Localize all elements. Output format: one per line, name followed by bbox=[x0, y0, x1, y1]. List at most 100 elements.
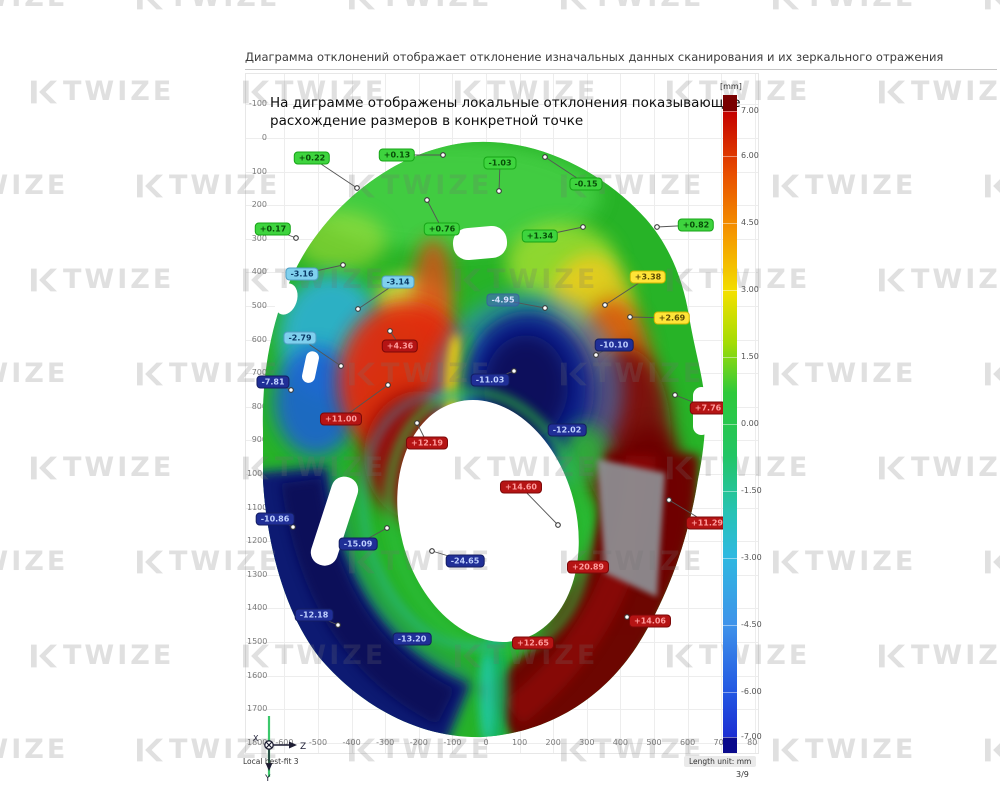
deviation-label: -15.09 bbox=[338, 537, 378, 551]
gridline-h bbox=[246, 138, 758, 139]
bottom-ruler-tick: 400 bbox=[612, 738, 629, 747]
bottom-ruler-tick: 700 bbox=[713, 738, 729, 747]
colorbar-tick-label: -4.50 bbox=[741, 620, 762, 630]
left-ruler-tick: 300 bbox=[251, 233, 267, 243]
twize-watermark: TWIZE bbox=[985, 546, 1000, 577]
twize-watermark: TWIZE bbox=[0, 170, 69, 201]
bottom-ruler-tick: 500 bbox=[646, 738, 662, 747]
colorbar-tick-label: -1.50 bbox=[741, 486, 762, 496]
twize-watermark: TWIZE bbox=[773, 546, 916, 577]
colorbar-tick-label: 0.00 bbox=[741, 419, 759, 428]
page-number: 3/9 bbox=[736, 770, 749, 779]
deviation-label: +0.82 bbox=[677, 218, 715, 232]
left-ruler-tick: 1400 bbox=[247, 603, 268, 613]
deviation-label: -13.20 bbox=[392, 632, 432, 646]
colorbar-tick-mark bbox=[723, 491, 737, 493]
colorbar-undermin-cap bbox=[723, 737, 737, 753]
deviation-label: -10.86 bbox=[255, 512, 295, 526]
twize-watermark: TWIZE bbox=[0, 546, 69, 577]
seat-center-hole bbox=[397, 400, 579, 642]
deviation-label: -24.65 bbox=[445, 554, 485, 568]
bottom-ruler-tick: 0 bbox=[483, 738, 489, 747]
twize-watermark: TWIZE bbox=[0, 0, 68, 13]
colorbar-unit-label: [mm] bbox=[720, 82, 742, 91]
left-ruler-tick: 500 bbox=[251, 301, 267, 310]
left-ruler-tick: 1800 bbox=[247, 737, 268, 747]
bottom-ruler-tick: -100 bbox=[443, 738, 462, 747]
deviation-label: +0.17 bbox=[254, 222, 292, 236]
colorbar-tick-mark bbox=[723, 737, 737, 738]
colorbar-tick-mark bbox=[723, 424, 737, 425]
colorbar-tick-label: 4.50 bbox=[741, 217, 759, 227]
twize-watermark: TWIZE bbox=[773, 358, 916, 389]
bottom-ruler-tick: 600 bbox=[679, 738, 696, 747]
twize-watermark: TWIZE bbox=[137, 0, 280, 13]
coordinate-triad-icon: Z Y X bbox=[253, 716, 306, 784]
left-ruler-tick: 1000 bbox=[247, 469, 268, 478]
left-ruler-tick: 900 bbox=[251, 435, 267, 445]
left-ruler-tick: 200 bbox=[251, 200, 267, 210]
deviation-label: +4.36 bbox=[381, 339, 419, 353]
twize-watermark: TWIZE bbox=[879, 264, 1000, 295]
deviation-label: -2.79 bbox=[283, 331, 317, 345]
alignment-label: Local best-fit 3 bbox=[243, 757, 299, 766]
bottom-ruler-tick: -600 bbox=[275, 738, 294, 747]
left-ruler-tick: 1200 bbox=[247, 536, 268, 546]
deviation-label: +14.06 bbox=[628, 614, 672, 628]
colorbar-tick-mark bbox=[723, 625, 737, 627]
left-ruler-tick: 1500 bbox=[247, 637, 268, 646]
colorbar-tick-mark bbox=[723, 356, 737, 358]
header-divider bbox=[245, 69, 997, 70]
colorbar-tick-label: 6.00 bbox=[741, 150, 759, 160]
left-ruler-tick: 400 bbox=[251, 267, 267, 277]
deviation-label: +0.22 bbox=[293, 151, 331, 165]
deviation-label: +12.19 bbox=[405, 436, 449, 450]
deviation-label: -11.03 bbox=[470, 373, 510, 387]
colorbar-tick-label: -7.00 bbox=[741, 732, 762, 741]
axis-y-label: Y bbox=[264, 774, 271, 784]
bottom-ruler-tick: 100 bbox=[511, 738, 528, 747]
annotation-text: На диграмме отображены локальные отклоне… bbox=[270, 95, 741, 129]
deviation-label: +0.76 bbox=[423, 222, 461, 236]
axis-z-label: Z bbox=[300, 742, 306, 752]
deviation-label: -4.95 bbox=[486, 293, 520, 307]
deviation-label: +1.34 bbox=[521, 229, 559, 243]
deviation-label: -7.81 bbox=[256, 375, 290, 389]
seat-top-hole bbox=[452, 225, 508, 261]
twize-watermark: TWIZE bbox=[879, 452, 1000, 483]
left-ruler-tick: 100 bbox=[251, 166, 267, 176]
twize-watermark: TWIZE bbox=[0, 358, 69, 389]
colorbar-tick-mark bbox=[723, 155, 737, 157]
bottom-ruler-tick: 300 bbox=[579, 738, 595, 747]
bottom-ruler-tick: -400 bbox=[342, 738, 361, 747]
bottom-ruler-tick: -200 bbox=[409, 738, 428, 747]
colorbar-tick-label: -6.00 bbox=[741, 687, 762, 697]
twize-watermark: TWIZE bbox=[31, 264, 174, 295]
twize-watermark: TWIZE bbox=[773, 0, 916, 13]
left-ruler-tick: 700 bbox=[251, 368, 267, 378]
twize-watermark: TWIZE bbox=[31, 76, 174, 107]
deviation-label: +0.13 bbox=[378, 148, 416, 162]
twize-watermark: TWIZE bbox=[31, 640, 174, 671]
left-ruler-tick: 600 bbox=[251, 334, 267, 344]
bottom-ruler-tick: -500 bbox=[308, 738, 328, 747]
deviation-label: +14.60 bbox=[499, 480, 543, 494]
deviation-label: -3.16 bbox=[285, 267, 319, 281]
seat-left-slot bbox=[310, 476, 359, 566]
deviation-label: +20.89 bbox=[566, 560, 610, 574]
colorbar-overmax-cap bbox=[723, 95, 737, 111]
deviation-label: -3.14 bbox=[381, 275, 415, 289]
left-ruler-tick: 1300 bbox=[247, 569, 268, 579]
colorbar-tick-mark bbox=[723, 692, 737, 694]
left-ruler-tick: -100 bbox=[248, 99, 267, 109]
twize-watermark: TWIZE bbox=[561, 0, 704, 13]
gridline-v bbox=[754, 74, 756, 753]
twize-watermark: TWIZE bbox=[879, 640, 1000, 671]
colorbar-tick-mark bbox=[723, 222, 737, 224]
deviation-label: -12.18 bbox=[294, 608, 334, 622]
twize-watermark: TWIZE bbox=[985, 170, 1000, 201]
left-ruler-tick: 1600 bbox=[247, 670, 268, 680]
twize-watermark: TWIZE bbox=[31, 452, 174, 483]
colorbar-tick-mark bbox=[723, 289, 737, 291]
